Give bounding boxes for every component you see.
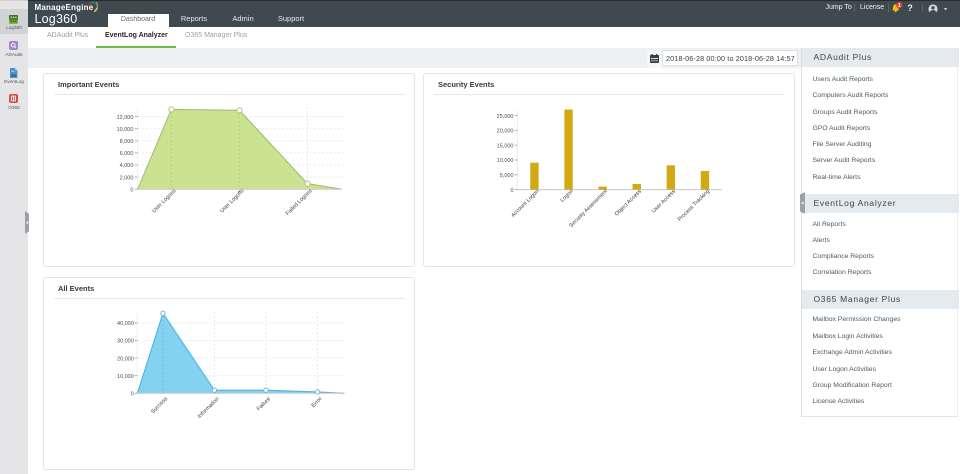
svg-text:30,000: 30,000 xyxy=(117,339,134,345)
svg-text:10,000: 10,000 xyxy=(497,158,514,164)
svg-text:Logon: Logon xyxy=(560,189,575,204)
svg-text:25,000: 25,000 xyxy=(497,114,514,120)
svg-text:12,000: 12,000 xyxy=(117,115,134,121)
svg-text:4,000: 4,000 xyxy=(120,163,134,169)
svg-text:1: 1 xyxy=(898,3,901,9)
svg-text:User Logons: User Logons xyxy=(151,188,177,214)
svg-text:15,000: 15,000 xyxy=(497,143,514,149)
svg-text:Error: Error xyxy=(311,396,324,409)
svg-text:Process Tracking: Process Tracking xyxy=(677,189,711,223)
svg-text:2,000: 2,000 xyxy=(120,175,134,181)
svg-text:Success: Success xyxy=(150,396,169,415)
svg-text:Security Assessment: Security Assessment xyxy=(568,188,609,229)
svg-text:10,000: 10,000 xyxy=(117,374,134,380)
svg-text:User Access: User Access xyxy=(651,189,677,215)
svg-text:10,000: 10,000 xyxy=(117,127,134,133)
svg-text:Failed Logons: Failed Logons xyxy=(285,188,314,217)
svg-text:User Logoffs: User Logoffs xyxy=(219,188,245,214)
svg-text:Information: Information xyxy=(197,396,221,420)
svg-text:0: 0 xyxy=(130,187,133,193)
svg-text:Account Logon: Account Logon xyxy=(510,189,540,219)
svg-text:5,000: 5,000 xyxy=(500,173,514,179)
svg-text:6,000: 6,000 xyxy=(120,151,134,157)
svg-text:Object Access: Object Access xyxy=(614,189,643,218)
svg-text:40,000: 40,000 xyxy=(117,321,134,327)
svg-text:0: 0 xyxy=(131,392,134,398)
svg-text:20,000: 20,000 xyxy=(497,129,514,135)
svg-text:0: 0 xyxy=(510,188,513,194)
svg-text:8,000: 8,000 xyxy=(120,139,134,145)
svg-text:20,000: 20,000 xyxy=(117,356,134,362)
svg-text:Failure: Failure xyxy=(256,396,272,412)
